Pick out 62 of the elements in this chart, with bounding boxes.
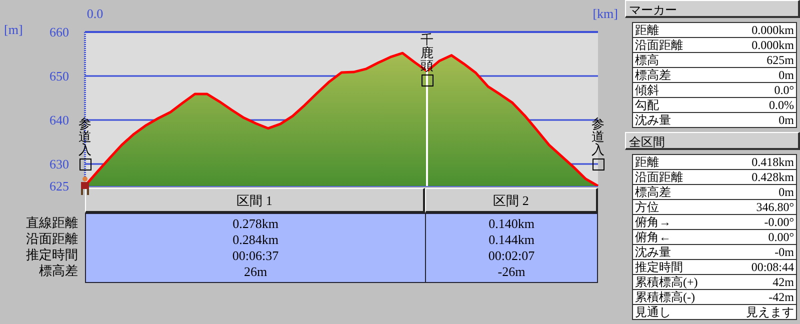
text: 0.140km bbox=[488, 216, 534, 231]
category-label: 沈み量 bbox=[635, 245, 671, 259]
y-tick-label: 660 bbox=[50, 24, 69, 40]
text: -0m bbox=[774, 245, 794, 259]
text: 0.0 bbox=[86, 6, 104, 21]
text: 全区間 bbox=[625, 132, 800, 150]
category-label: 推定時間 bbox=[635, 260, 683, 274]
category-label: 俯角→ bbox=[635, 215, 671, 229]
text: 0m bbox=[778, 113, 794, 127]
category-label: 累積標高(-) bbox=[635, 290, 695, 304]
y-tick-label: 625 bbox=[50, 178, 69, 194]
text: 0.428km bbox=[752, 170, 794, 184]
text: -26m bbox=[498, 264, 526, 279]
category-label: 標高差 bbox=[635, 185, 671, 199]
category-label: 見通し bbox=[635, 305, 671, 319]
y-tick-label: 650 bbox=[50, 68, 69, 84]
category-label: 標高差 bbox=[635, 68, 671, 82]
category-label: 沈み量 bbox=[635, 113, 671, 127]
category-label: 傾斜 bbox=[635, 83, 659, 97]
text: 0.284km bbox=[232, 232, 278, 247]
category-label: 方位 bbox=[635, 200, 659, 214]
category-label: 標高 bbox=[635, 53, 659, 67]
y-tick-label: 630 bbox=[50, 156, 69, 172]
text: 0.0° bbox=[774, 83, 794, 97]
category-label: 俯角← bbox=[635, 230, 671, 244]
text: 0.000km bbox=[752, 23, 794, 37]
text: 0.278km bbox=[232, 216, 278, 231]
category-label: 標高差 bbox=[39, 263, 78, 278]
text: 0.418km bbox=[752, 155, 794, 169]
category-label: 距離 bbox=[635, 23, 659, 37]
text: 0.000km bbox=[752, 38, 794, 52]
category-label: 沿面距離 bbox=[635, 38, 683, 52]
category-label: 勾配 bbox=[635, 98, 659, 112]
text: 見えます bbox=[746, 305, 794, 319]
x-axis-title: [km] bbox=[592, 6, 618, 21]
category-label: 直線距離 bbox=[26, 215, 78, 230]
text: 42m bbox=[772, 275, 794, 289]
category-label: 区間 1 bbox=[85, 188, 425, 213]
text: 26m bbox=[244, 264, 268, 279]
text: 0.0% bbox=[769, 98, 794, 112]
text: 0m bbox=[778, 185, 794, 199]
text: マーカー bbox=[625, 0, 800, 18]
text: 00:06:37 bbox=[232, 248, 279, 263]
text: 0.00° bbox=[768, 230, 794, 244]
category-label: 距離 bbox=[635, 155, 659, 169]
category-label: 累積標高(+) bbox=[635, 275, 698, 289]
y-axis-title: [m] bbox=[4, 22, 23, 37]
text: 346.80° bbox=[756, 200, 794, 214]
text: 0m bbox=[778, 68, 794, 82]
x-tick-label: 参道入 bbox=[592, 116, 604, 157]
text: 00:02:07 bbox=[488, 248, 535, 263]
text: -0.00° bbox=[764, 215, 794, 229]
text: 625m bbox=[766, 53, 794, 67]
category-label: 推定時間 bbox=[26, 247, 78, 262]
text: 0.144km bbox=[488, 232, 534, 247]
category-label: 沿面距離 bbox=[635, 170, 683, 184]
category-label: 沿面距離 bbox=[26, 231, 78, 246]
x-tick-label: 参道入 bbox=[78, 116, 92, 157]
text: 00:08:44 bbox=[751, 260, 794, 274]
category-label: 区間 2 bbox=[425, 188, 598, 213]
y-tick-label: 640 bbox=[50, 112, 69, 128]
text: -42m bbox=[768, 290, 794, 304]
